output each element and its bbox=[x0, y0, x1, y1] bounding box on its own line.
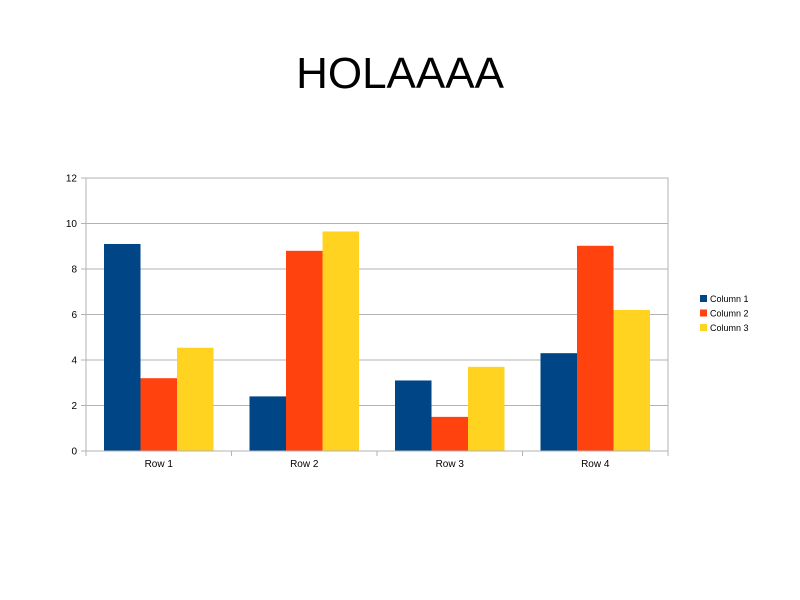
x-tick-labels: Row 1 Row 2 Row 3 Row 4 bbox=[145, 459, 610, 470]
bars bbox=[104, 231, 650, 451]
x-tick-label: Row 3 bbox=[436, 459, 465, 470]
bar bbox=[540, 353, 577, 451]
slide-title: HOLAAAA bbox=[296, 49, 504, 98]
y-tick-label: 6 bbox=[71, 310, 77, 321]
bar bbox=[286, 250, 323, 451]
legend-swatch bbox=[700, 295, 707, 302]
y-tick-label: 4 bbox=[71, 356, 77, 367]
x-tick-label: Row 4 bbox=[581, 459, 610, 470]
y-tick-label: 8 bbox=[71, 265, 77, 276]
legend-label: Column 2 bbox=[710, 309, 749, 319]
bar bbox=[140, 378, 177, 451]
legend: Column 1 Column 2 Column 3 bbox=[700, 294, 749, 333]
bar bbox=[249, 396, 286, 451]
x-tick-label: Row 2 bbox=[290, 459, 319, 470]
x-tick-label: Row 1 bbox=[145, 459, 174, 470]
legend-swatch bbox=[700, 309, 707, 317]
bar bbox=[177, 347, 214, 451]
bar bbox=[613, 309, 650, 451]
bar bbox=[468, 366, 505, 451]
y-tick-labels: 0 2 4 6 8 10 12 bbox=[66, 174, 78, 458]
y-tick-label: 12 bbox=[66, 174, 78, 185]
y-tick-label: 10 bbox=[66, 219, 78, 230]
bar bbox=[577, 245, 614, 451]
bar bbox=[104, 243, 141, 451]
bar bbox=[322, 231, 359, 451]
y-tick-label: 2 bbox=[71, 401, 77, 412]
bar bbox=[431, 416, 468, 451]
legend-swatch bbox=[700, 324, 707, 331]
bar bbox=[395, 380, 432, 451]
legend-label: Column 3 bbox=[710, 323, 749, 333]
axes bbox=[85, 177, 669, 456]
legend-label: Column 1 bbox=[710, 294, 749, 304]
y-tick-label: 0 bbox=[71, 447, 77, 458]
